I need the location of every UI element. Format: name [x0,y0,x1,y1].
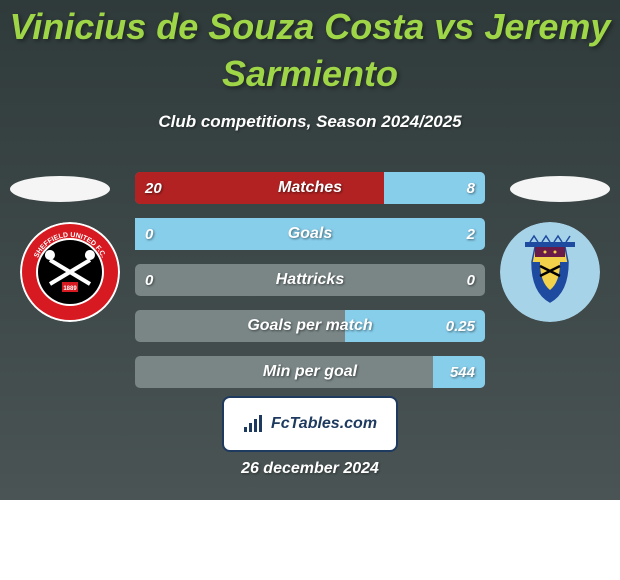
player-photo-placeholder-right [510,176,610,202]
stat-label: Goals per match [135,310,485,342]
club-crest-right [500,222,600,322]
stat-row: Hattricks0 0 [135,264,485,296]
stat-row: Min per goal544 [135,356,485,388]
stat-value-left: 20 [145,172,162,204]
stat-row: Matches20 8 [135,172,485,204]
stats-bars: Matches208Goals02Hattricks00Goals per ma… [135,172,485,402]
burnley-crest-icon [500,222,600,322]
fctables-logo: FcTables.com [222,396,398,452]
stat-value-right: 8 [467,172,475,204]
stat-label: Hattricks [135,264,485,296]
stat-value-left: 0 [145,218,153,250]
player-photo-placeholder-left [10,176,110,202]
season-subtitle: Club competitions, Season 2024/2025 [0,112,620,132]
stat-value-left: 0 [145,264,153,296]
background-bottom [0,500,620,580]
stat-label: Min per goal [135,356,485,388]
stat-value-right: 544 [450,356,475,388]
club-crest-left: 1889 SHEFFIELD UNITED F.C. [20,222,120,322]
svg-text:1889: 1889 [63,286,77,292]
logo-text: FcTables.com [271,415,377,433]
comparison-title: Vinicius de Souza Costa vs Jeremy Sarmie… [0,4,620,98]
stat-row: Goals0 2 [135,218,485,250]
stat-row: Goals per match0.25 [135,310,485,342]
stat-value-right: 0 [467,264,475,296]
date-label: 26 december 2024 [0,460,620,478]
sheffield-united-crest-icon: 1889 SHEFFIELD UNITED F.C. [20,222,120,322]
stat-value-right: 0.25 [446,310,475,342]
bars-icon [243,415,265,433]
stat-label: Matches [135,172,485,204]
stat-label: Goals [135,218,485,250]
stat-value-right: 2 [467,218,475,250]
